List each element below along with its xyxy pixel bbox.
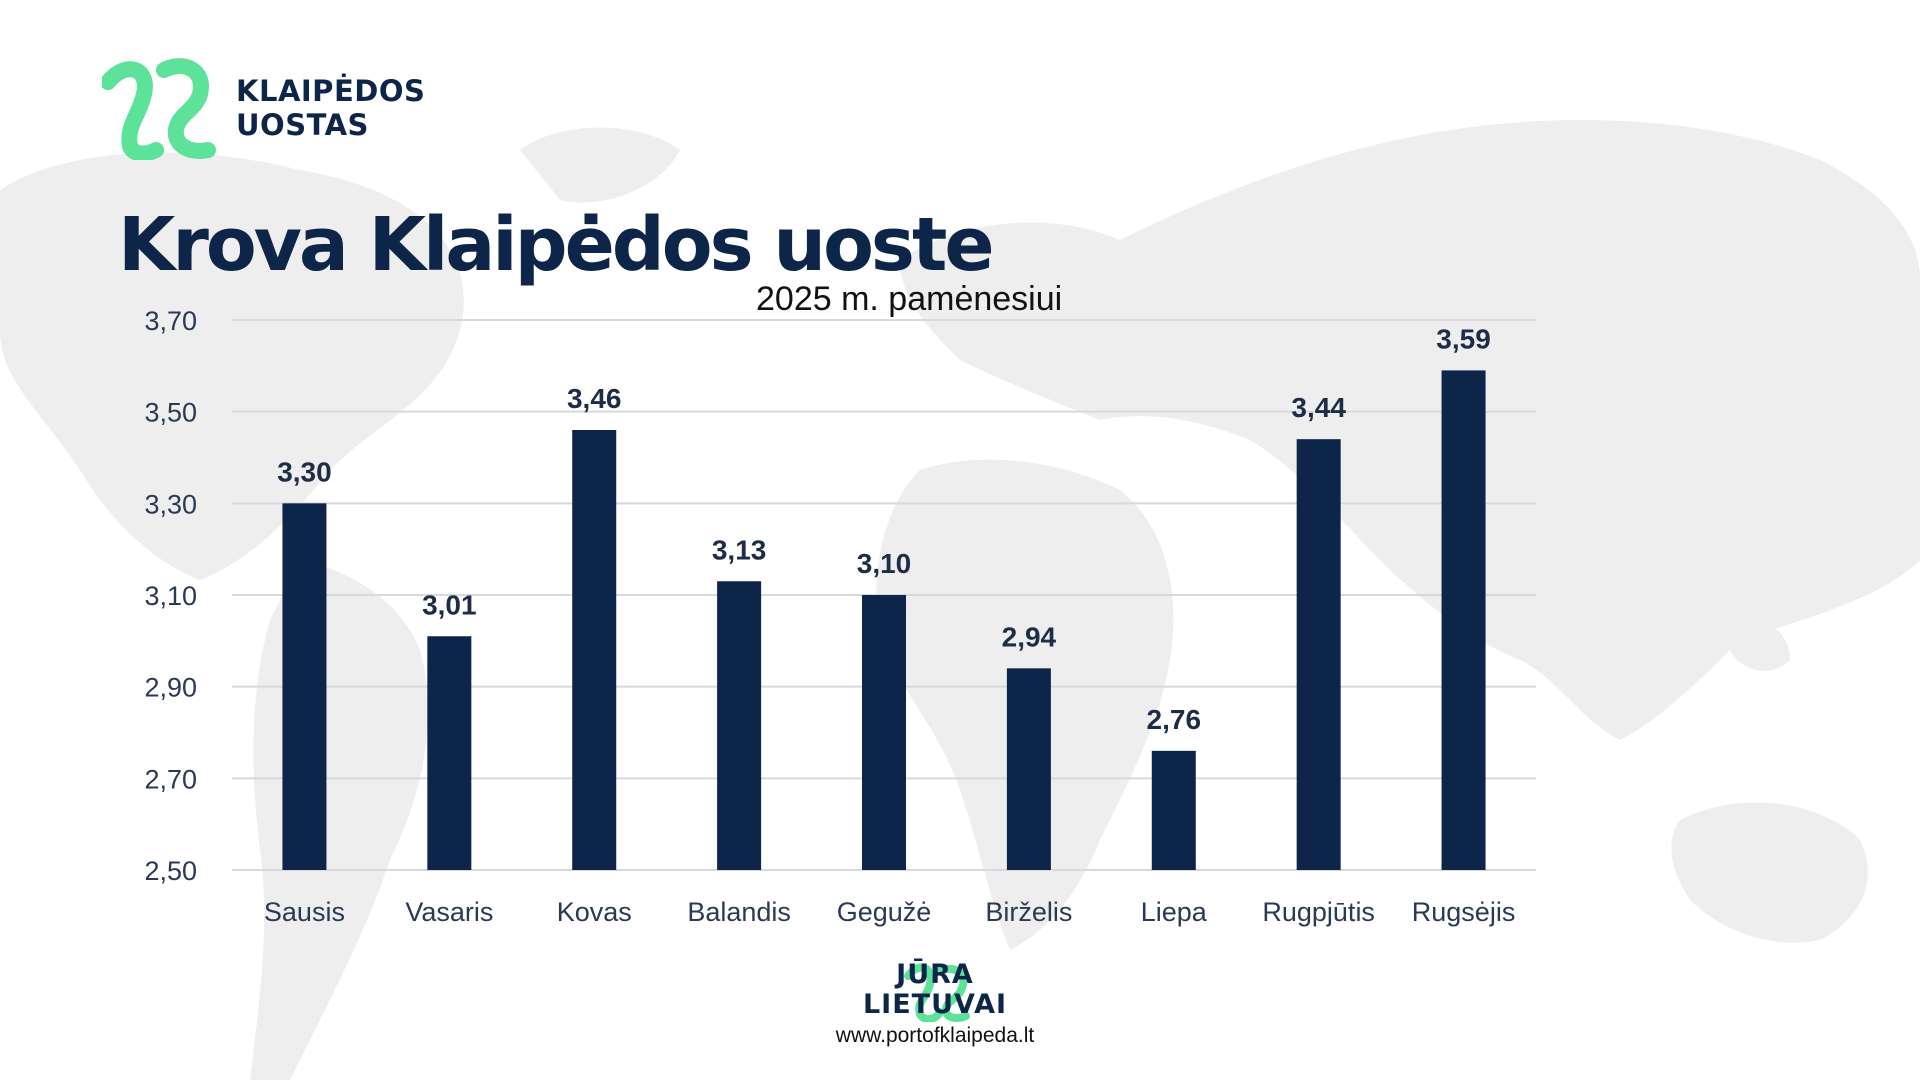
y-tick-label: 2,70 xyxy=(144,764,197,794)
data-label: 3,59 xyxy=(1436,323,1491,354)
y-tick-label: 3,70 xyxy=(144,306,197,336)
port-logo-icon xyxy=(102,58,216,160)
chart-subtitle: 2025 m. pamėnesiui xyxy=(756,280,1063,318)
x-tick-label: Kovas xyxy=(557,897,632,927)
x-axis-labels: Sausis Vasaris Kovas Balandis Gegužė Birželis… xyxy=(264,897,1515,927)
data-label: 3,10 xyxy=(857,548,912,579)
y-tick-label: 2,90 xyxy=(144,673,197,703)
x-tick-label: Birželis xyxy=(985,897,1072,927)
footer-logo-line1: JŪRA xyxy=(896,959,974,990)
x-tick-label: Rugsėjis xyxy=(1412,897,1516,927)
y-axis-ticks: 2,50 2,70 2,90 3,10 3,30 3,50 3,70 xyxy=(144,306,197,886)
x-tick-label: Rugpjūtis xyxy=(1262,897,1375,927)
bar-rugsėjis xyxy=(1441,370,1486,870)
footer-logo-line2: LIETUVAI xyxy=(862,989,1008,1020)
data-labels: 3,30 3,01 3,46 3,13 3,10 2,94 2,76 3,44 3,59 xyxy=(277,323,1491,734)
x-tick-label: Liepa xyxy=(1141,897,1208,927)
y-tick-label: 3,30 xyxy=(144,489,197,519)
bar-sausis xyxy=(282,503,327,870)
data-label: 2,76 xyxy=(1147,704,1202,735)
bar-liepa xyxy=(1151,750,1196,870)
wave-logo-icon xyxy=(904,963,970,1022)
data-label: 3,01 xyxy=(422,589,477,620)
x-tick-label: Gegužė xyxy=(837,897,932,927)
x-tick-label: Vasaris xyxy=(405,897,493,927)
x-tick-label: Sausis xyxy=(264,897,345,927)
bar-rugpjūtis xyxy=(1296,439,1341,870)
y-tick-label: 3,10 xyxy=(144,581,197,611)
bar-balandis xyxy=(717,581,762,870)
bars xyxy=(282,370,1486,870)
bar-gegužė xyxy=(862,595,906,870)
footer-logo: JŪRA LIETUVAI xyxy=(860,959,1010,1022)
brand-logo: KLAIPĖDOS UOSTAS xyxy=(102,56,425,160)
data-label: 3,30 xyxy=(277,456,332,487)
bar-kovas xyxy=(572,430,617,870)
y-tick-label: 2,50 xyxy=(144,856,197,886)
bar-birželis xyxy=(1006,668,1051,870)
data-label: 2,94 xyxy=(1002,621,1057,652)
website-url[interactable]: www.portofklaipeda.lt xyxy=(835,1024,1035,1047)
brand-name: KLAIPĖDOS UOSTAS xyxy=(236,74,425,142)
data-label: 3,13 xyxy=(712,534,767,565)
y-tick-label: 3,50 xyxy=(144,398,197,428)
data-label: 3,44 xyxy=(1291,392,1346,423)
x-tick-label: Balandis xyxy=(687,897,791,927)
brand-name-line1: KLAIPĖDOS xyxy=(236,74,426,108)
bar-vasaris xyxy=(427,636,472,870)
chart-title: Krova Klaipėdos uoste xyxy=(118,202,995,288)
brand-name-line2: UOSTAS xyxy=(236,108,369,142)
data-label: 3,46 xyxy=(567,383,622,414)
